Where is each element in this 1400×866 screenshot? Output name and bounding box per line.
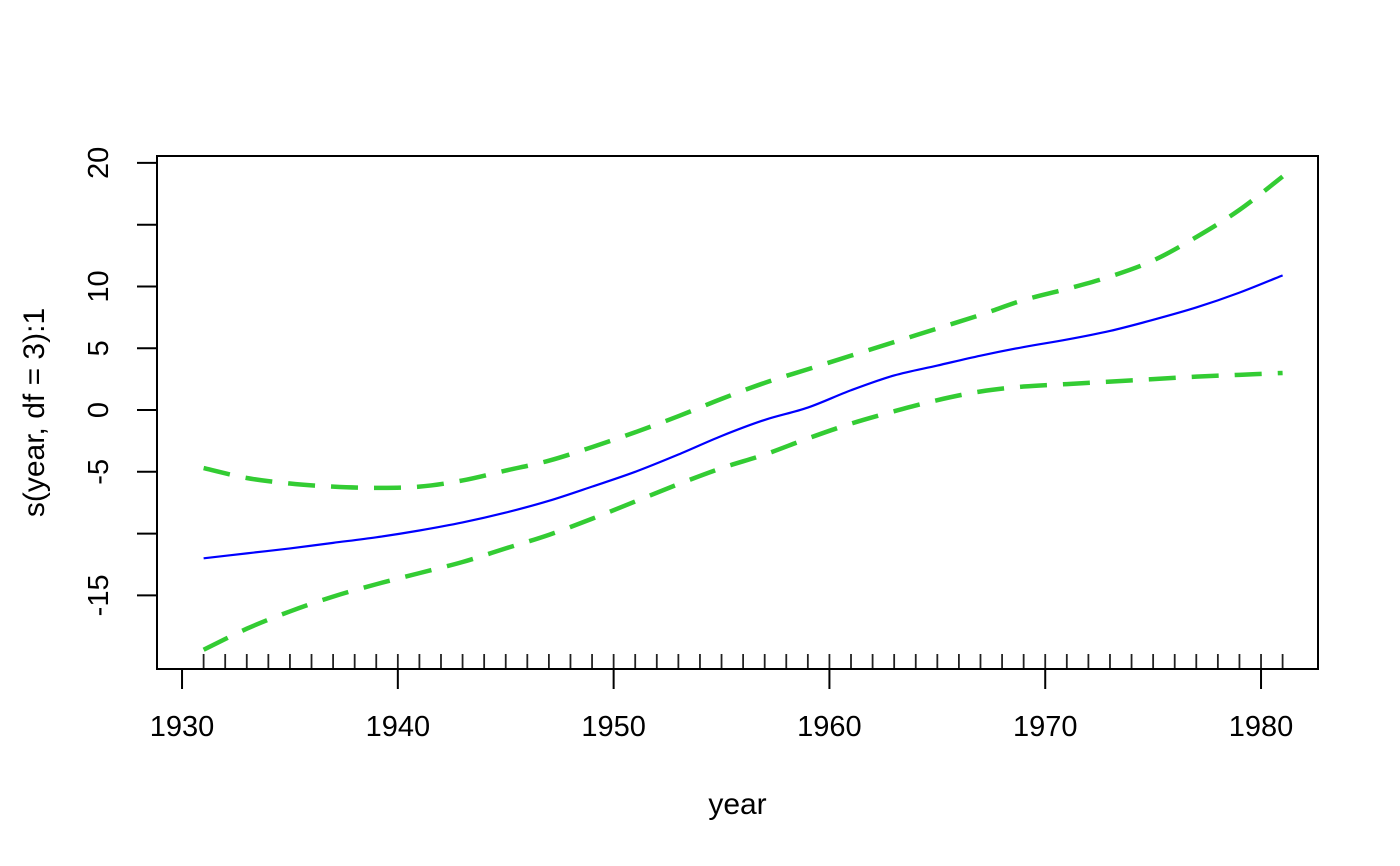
y-axis-title: s(year, df = 3):1 bbox=[18, 308, 51, 517]
y-axis-tick-label: -5 bbox=[83, 459, 115, 485]
y-axis-tick-label: 5 bbox=[83, 340, 115, 356]
y-axis-tick-label: 20 bbox=[83, 147, 115, 179]
x-axis-tick-label: 1960 bbox=[797, 711, 862, 743]
upper-confidence-band-line bbox=[203, 174, 1284, 491]
x-axis-tick-label: 1940 bbox=[366, 711, 431, 743]
y-axis-tick-label: 10 bbox=[83, 270, 115, 302]
fitted-smooth-line bbox=[203, 274, 1284, 560]
x-axis-tick-label: 1950 bbox=[581, 711, 646, 743]
plot-border-box bbox=[156, 155, 1319, 670]
x-axis-title: year bbox=[708, 788, 766, 821]
x-axis-tick-label: 1930 bbox=[150, 711, 215, 743]
x-axis-tick-label: 1970 bbox=[1013, 711, 1078, 743]
y-axis-tick-label: 0 bbox=[83, 402, 115, 418]
x-axis-tick-label: 1980 bbox=[1229, 711, 1294, 743]
lower-confidence-band-line bbox=[202, 370, 1283, 652]
y-axis-tick-label: -15 bbox=[83, 574, 115, 616]
